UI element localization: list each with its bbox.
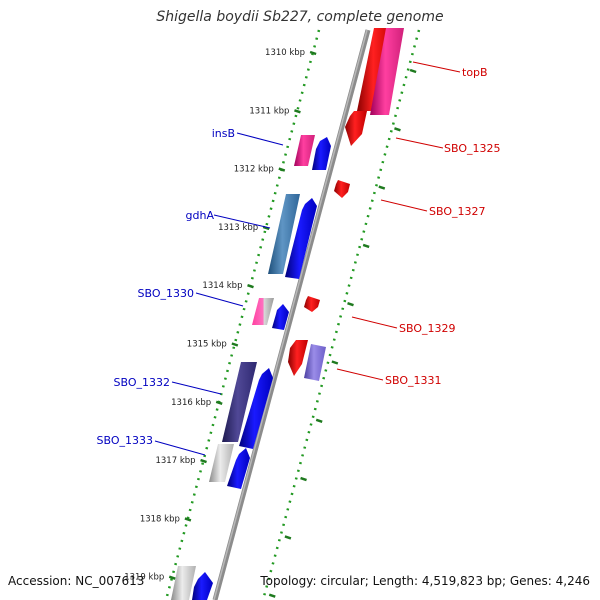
tick-mark [409,68,417,74]
position-ticks: 1310 kbp 1311 kbp 1312 kbp 1313 kbp 1314 kbp… [124,48,417,598]
feature-labels: topB SBO_1325 SBO_1327 SBO_1329 SBO_1331… [97,66,501,447]
tick-mark [300,476,307,482]
feature-SBO_1329[interactable] [304,296,320,312]
feature-SBO_1331[interactable] [288,340,326,381]
tick-label: 1313 kbp [218,223,258,233]
accession-label: Accession: NC_007613 [8,574,145,588]
feature-SBO_1333[interactable] [209,444,250,489]
label-SBO_1327[interactable]: SBO_1327 [429,205,486,218]
tick-mark [362,243,370,249]
map-title: Shigella boydii Sb227, complete genome [156,9,444,25]
feature-topB[interactable] [357,28,404,115]
genome-backbone-highlight [213,29,368,600]
label-SBO_1329[interactable]: SBO_1329 [399,322,456,335]
tick-mark [168,575,176,580]
tick-label: 1311 kbp [249,106,289,116]
tick-label: 1318 kbp [140,514,180,524]
callout-lines [154,61,461,456]
label-gdhA[interactable]: gdhA [186,209,215,222]
label-topB[interactable]: topB [462,66,488,79]
tick-mark [347,302,354,307]
tick-mark [309,50,317,56]
feature-insB[interactable] [294,135,331,170]
tick-mark [200,458,207,464]
label-insB[interactable]: insB [212,127,235,140]
feature-SBO_1327[interactable] [334,180,350,198]
tick-mark [394,127,401,132]
tick-label: 1317 kbp [155,456,195,466]
tick-mark [278,167,286,172]
tick-label: 1315 kbp [187,340,227,350]
label-SBO_1325[interactable]: SBO_1325 [444,142,501,155]
forward-track-guide [164,29,321,600]
tick-mark [378,185,386,190]
tick-label: 1316 kbp [171,398,211,408]
tick-label: 1310 kbp [265,48,305,58]
tick-label: 1314 kbp [202,281,242,291]
tick-label: 1312 kbp [234,165,274,175]
genome-summary: Topology: circular; Length: 4,519,823 bp… [260,574,590,588]
label-SBO_1333[interactable]: SBO_1333 [97,434,154,447]
feature-SBO_1325[interactable] [345,111,367,146]
tick-mark [315,418,323,423]
feature-gdhA[interactable] [268,194,317,279]
tick-label: 1319 kbp [124,573,164,583]
tick-mark [294,109,301,114]
label-SBO_1331[interactable]: SBO_1331 [385,374,442,387]
tick-mark [231,342,239,347]
label-SBO_1330[interactable]: SBO_1330 [138,287,195,300]
tick-mark [184,517,192,522]
feature-SBO_1330[interactable] [252,298,289,330]
tick-mark [215,400,223,405]
genome-backbone [212,29,371,600]
feature-bottom-partial[interactable] [171,566,213,600]
label-SBO_1332[interactable]: SBO_1332 [114,376,171,389]
tick-mark [284,535,292,540]
feature-SBO_1332[interactable] [222,362,273,449]
tick-mark [268,593,276,598]
tick-mark [262,225,270,231]
tick-mark [331,360,339,365]
tick-mark [247,284,254,289]
